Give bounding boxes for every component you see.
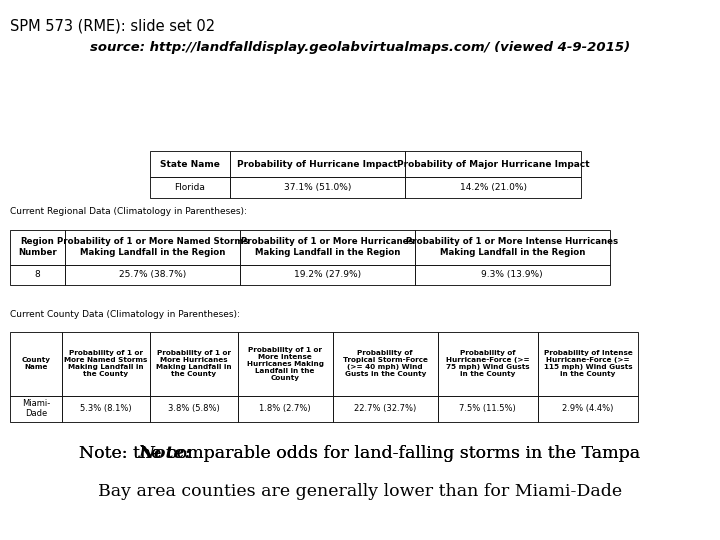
FancyBboxPatch shape <box>150 177 230 198</box>
FancyBboxPatch shape <box>405 151 581 177</box>
Text: Current Regional Data (Climatology in Parentheses):: Current Regional Data (Climatology in Pa… <box>10 207 247 216</box>
Text: 2.9% (4.4%): 2.9% (4.4%) <box>562 404 613 413</box>
FancyBboxPatch shape <box>10 265 65 285</box>
Text: County
Name: County Name <box>22 357 50 370</box>
Text: Probability of 1 or More Named Storms
Making Landfall in the Region: Probability of 1 or More Named Storms Ma… <box>57 238 248 256</box>
FancyBboxPatch shape <box>10 332 62 396</box>
Text: 37.1% (51.0%): 37.1% (51.0%) <box>284 183 351 192</box>
Text: Probability of 1 or
More Hurricanes
Making Landfall in
the County: Probability of 1 or More Hurricanes Maki… <box>156 350 232 377</box>
Text: source: http://landfalldisplay.geolabvirtualmaps.com/ (viewed 4-9-2015): source: http://landfalldisplay.geolabvir… <box>90 40 630 53</box>
Text: Probability of 1 or
More Intense
Hurricanes Making
Landfall in the
County: Probability of 1 or More Intense Hurrica… <box>247 347 323 381</box>
FancyBboxPatch shape <box>333 396 438 422</box>
Text: 3.8% (5.8%): 3.8% (5.8%) <box>168 404 220 413</box>
FancyBboxPatch shape <box>238 396 333 422</box>
Text: Current County Data (Climatology in Parentheses):: Current County Data (Climatology in Pare… <box>10 309 240 319</box>
Text: Bay area counties are generally lower than for Miami-Dade: Bay area counties are generally lower th… <box>98 483 622 500</box>
FancyBboxPatch shape <box>538 396 638 422</box>
Text: 14.2% (21.0%): 14.2% (21.0%) <box>459 183 527 192</box>
Text: Probability of
Tropical Storm-Force
(>= 40 mph) Wind
Gusts in the County: Probability of Tropical Storm-Force (>= … <box>343 350 428 377</box>
Text: Note:: Note: <box>138 446 191 462</box>
FancyBboxPatch shape <box>230 151 405 177</box>
FancyBboxPatch shape <box>150 396 238 422</box>
Text: Miami-
Dade: Miami- Dade <box>22 399 50 418</box>
FancyBboxPatch shape <box>230 177 405 198</box>
Text: State Name: State Name <box>160 160 220 168</box>
FancyBboxPatch shape <box>415 230 610 265</box>
Text: Probability of Intense
Hurricane-Force (>=
115 mph) Wind Gusts
in the County: Probability of Intense Hurricane-Force (… <box>544 350 632 377</box>
Text: Region
Number: Region Number <box>18 238 57 256</box>
Text: Probability of 1 or More Hurricanes
Making Landfall in the Region: Probability of 1 or More Hurricanes Maki… <box>241 238 413 256</box>
Text: 25.7% (38.7%): 25.7% (38.7%) <box>119 271 186 279</box>
Text: SPM 573 (RME): slide set 02: SPM 573 (RME): slide set 02 <box>10 19 215 34</box>
Text: 5.3% (8.1%): 5.3% (8.1%) <box>80 404 132 413</box>
FancyBboxPatch shape <box>415 265 610 285</box>
FancyBboxPatch shape <box>10 396 62 422</box>
FancyBboxPatch shape <box>62 332 150 396</box>
FancyBboxPatch shape <box>238 332 333 396</box>
Text: Probability of 1 or
More Named Storms
Making Landfall in
the County: Probability of 1 or More Named Storms Ma… <box>64 350 148 377</box>
Text: Probability of
Hurricane-Force (>=
75 mph) Wind Gusts
in the County: Probability of Hurricane-Force (>= 75 mp… <box>446 350 530 377</box>
Text: Note: the comparable odds for land-falling storms in the Tampa: Note: the comparable odds for land-falli… <box>79 446 641 462</box>
Text: Probability of 1 or More Intense Hurricanes
Making Landfall in the Region: Probability of 1 or More Intense Hurrica… <box>406 238 618 256</box>
FancyBboxPatch shape <box>65 265 240 285</box>
FancyBboxPatch shape <box>65 230 240 265</box>
FancyBboxPatch shape <box>240 230 415 265</box>
FancyBboxPatch shape <box>240 265 415 285</box>
FancyBboxPatch shape <box>405 177 581 198</box>
FancyBboxPatch shape <box>438 396 538 422</box>
FancyBboxPatch shape <box>150 151 230 177</box>
FancyBboxPatch shape <box>438 332 538 396</box>
Text: Florida: Florida <box>174 183 205 192</box>
FancyBboxPatch shape <box>333 332 438 396</box>
FancyBboxPatch shape <box>62 396 150 422</box>
FancyBboxPatch shape <box>150 332 238 396</box>
Text: 8: 8 <box>35 271 40 279</box>
Text: 9.3% (13.9%): 9.3% (13.9%) <box>482 271 543 279</box>
Text: 22.7% (32.7%): 22.7% (32.7%) <box>354 404 416 413</box>
FancyBboxPatch shape <box>10 230 65 265</box>
Text: 7.5% (11.5%): 7.5% (11.5%) <box>459 404 516 413</box>
Text: Note: the comparable odds for land-falling storms in the Tampa: Note: the comparable odds for land-falli… <box>79 446 641 462</box>
Text: Probability of Hurricane Impact: Probability of Hurricane Impact <box>237 160 398 168</box>
Text: Probability of Major Hurricane Impact: Probability of Major Hurricane Impact <box>397 160 590 168</box>
Text: 19.2% (27.9%): 19.2% (27.9%) <box>294 271 361 279</box>
Text: 1.8% (2.7%): 1.8% (2.7%) <box>259 404 311 413</box>
FancyBboxPatch shape <box>538 332 638 396</box>
